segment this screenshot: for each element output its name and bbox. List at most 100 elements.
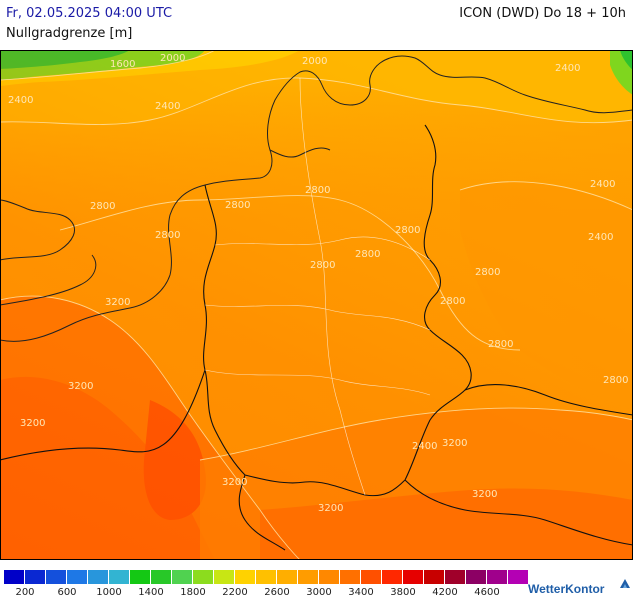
contour-label: 3200 — [318, 503, 343, 514]
legend-swatch — [151, 570, 172, 584]
border-state-mid — [204, 304, 431, 331]
color-scale-legend: 200 600 1000 1400 1800 2200 2600 3000 34… — [4, 570, 529, 598]
legend-swatch — [172, 570, 193, 584]
contour-2800-east — [459, 181, 633, 211]
legend-swatch — [4, 570, 25, 584]
contour-3200-west — [0, 295, 301, 560]
border-state-south — [204, 369, 431, 396]
border-state-vertical — [299, 77, 366, 496]
border-at-cz-sk — [464, 384, 633, 416]
border-fr-ch — [238, 474, 286, 551]
border-de-ch-at — [244, 474, 406, 497]
legend-tick-label: 4200 — [432, 587, 458, 598]
legend-swatch — [46, 570, 67, 584]
legend-swatch — [487, 570, 508, 584]
border-state-north — [214, 236, 431, 261]
legend-swatch — [382, 570, 403, 584]
legend-swatch — [466, 570, 487, 584]
contour-3200-south — [199, 407, 633, 461]
contour-label: 2400 — [155, 101, 180, 112]
border-at-it-si — [404, 479, 633, 546]
legend-tick-label: 200 — [15, 587, 35, 598]
contour-label: 2400 — [412, 441, 437, 452]
contour-2800-central — [59, 195, 521, 351]
legend-swatch — [508, 570, 529, 584]
forecast-datetime: Fr, 02.05.2025 04:00 UTC — [6, 6, 173, 21]
legend-tick-label: 2600 — [264, 587, 290, 598]
freezing-level-map: 1600 2000 2400 2400 2800 2800 2800 2800 … — [0, 50, 633, 560]
legend-tick-label: 2200 — [222, 587, 248, 598]
contour-label: 2800 — [475, 267, 500, 278]
contour-label: 2400 — [588, 232, 613, 243]
coastlines — [0, 55, 633, 342]
legend-swatch — [298, 570, 319, 584]
band-2800-east — [460, 181, 633, 410]
legend-swatch — [277, 570, 298, 584]
state-borders — [204, 77, 431, 496]
legend-swatch — [340, 570, 361, 584]
contour-label: 3200 — [442, 438, 467, 449]
legend-swatch — [109, 570, 130, 584]
border-fr-be-lu — [0, 369, 206, 461]
legend-tick-label: 600 — [57, 587, 77, 598]
contour-label: 2800 — [440, 296, 465, 307]
contour-label: 3200 — [68, 381, 93, 392]
country-borders — [0, 124, 633, 551]
contour-label: 2800 — [305, 185, 330, 196]
contour-label: 3200 — [20, 418, 45, 429]
band-3400-south — [260, 488, 633, 560]
contour-label: 2800 — [310, 260, 335, 271]
border-de-cz — [404, 329, 472, 481]
parameter-label: Nullgradgrenze [m] — [6, 26, 133, 41]
legend-tick-label: 1400 — [138, 587, 164, 598]
contour-label: 2400 — [555, 63, 580, 74]
contour-label: 2000 — [160, 53, 185, 64]
coast-england-east — [0, 199, 75, 261]
legend-swatch — [235, 570, 256, 584]
contour-label: 2400 — [8, 95, 33, 106]
legend-swatch — [256, 570, 277, 584]
color-scale-bar — [4, 570, 529, 584]
contour-label: 2800 — [395, 225, 420, 236]
contour-label: 2800 — [603, 375, 628, 386]
contour-label: 3200 — [105, 297, 130, 308]
coast-north-sea-baltic — [0, 55, 633, 342]
legend-swatch — [403, 570, 424, 584]
legend-swatch — [361, 570, 382, 584]
legend-swatch — [214, 570, 235, 584]
contour-2000 — [0, 50, 216, 81]
contour-label: 2800 — [355, 249, 380, 260]
legend-swatch — [319, 570, 340, 584]
model-run-label: ICON (DWD) Do 18 + 10h — [459, 6, 626, 21]
legend-swatch — [424, 570, 445, 584]
contour-label: 3200 — [222, 477, 247, 488]
contour-label: 2800 — [488, 339, 513, 350]
map-canvas: 1600 2000 2400 2400 2800 2800 2800 2800 … — [0, 50, 633, 560]
legend-swatch — [193, 570, 214, 584]
contour-label: 2400 — [590, 179, 615, 190]
legend-swatch — [130, 570, 151, 584]
legend-tick-label: 3400 — [348, 587, 374, 598]
coast-english-channel — [0, 254, 97, 306]
legend-tick-label: 4600 — [474, 587, 500, 598]
coast-jutland-inlet — [269, 147, 331, 158]
contour-label: 1600 — [110, 59, 135, 70]
legend-swatch — [67, 570, 88, 584]
legend-tick-label: 1800 — [180, 587, 206, 598]
legend-tick-label: 3800 — [390, 587, 416, 598]
border-nl-be-de — [203, 184, 246, 476]
brand-logo-text[interactable]: WetterKontor — [528, 582, 605, 596]
brand-logo-icon — [620, 579, 630, 588]
border-de-pl — [423, 124, 441, 331]
contour-label: 2800 — [155, 230, 180, 241]
contour-label: 2800 — [225, 200, 250, 211]
contour-label: 2800 — [90, 201, 115, 212]
contour-label: 2000 — [302, 56, 327, 67]
legend-tick-label: 3000 — [306, 587, 332, 598]
legend-tick-label: 1000 — [96, 587, 122, 598]
contour-label-layer: 1600 2000 2400 2400 2800 2800 2800 2800 … — [8, 53, 628, 514]
contour-label: 3200 — [472, 489, 497, 500]
legend-swatch — [25, 570, 46, 584]
legend-swatch — [88, 570, 109, 584]
legend-swatch — [445, 570, 466, 584]
